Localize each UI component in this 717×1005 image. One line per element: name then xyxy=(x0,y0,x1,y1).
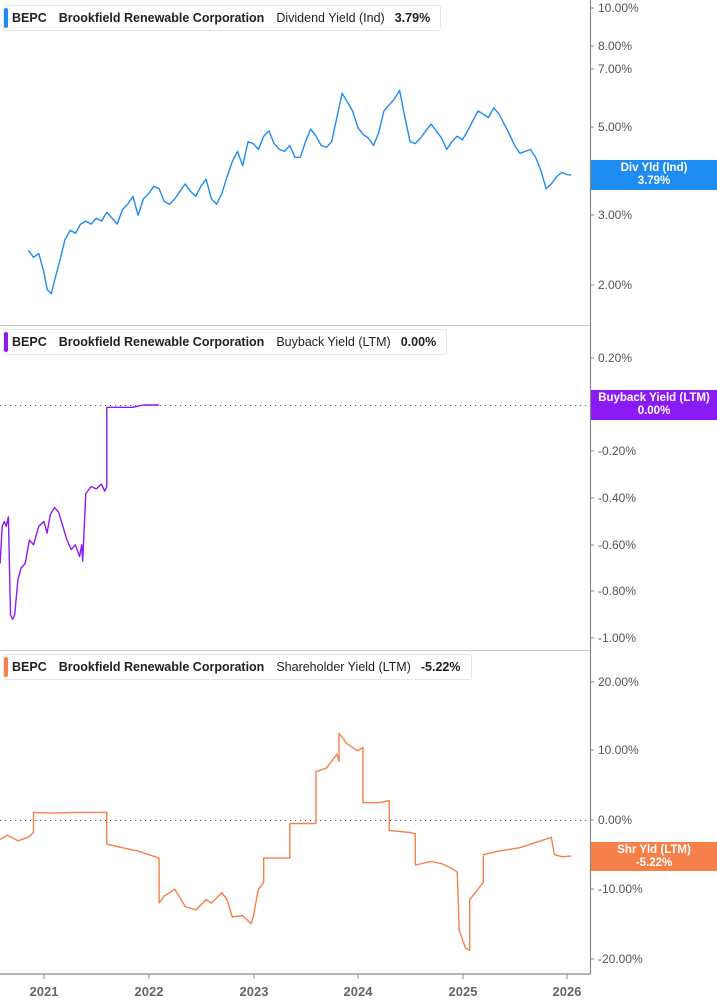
legend-buyback[interactable]: BEPC Brookfield Renewable Corporation Bu… xyxy=(3,329,448,355)
x-tick-label: 2026 xyxy=(552,984,582,999)
y-tick-label: 7.00% xyxy=(598,62,633,76)
series-color-swatch xyxy=(4,657,8,677)
y-tick-label: 0.00% xyxy=(598,813,633,827)
legend-dividend[interactable]: BEPC Brookfield Renewable Corporation Di… xyxy=(3,5,442,31)
legend-ticker: BEPC xyxy=(12,660,47,674)
legend-company: Brookfield Renewable Corporation xyxy=(58,11,265,25)
legend-company: Brookfield Renewable Corporation xyxy=(58,660,265,674)
y-tick-label: 3.00% xyxy=(598,208,633,222)
y-tick-label: 0.20% xyxy=(598,351,633,365)
y-tick-label: -1.00% xyxy=(598,631,637,645)
y-tick-label: -20.00% xyxy=(598,952,643,966)
y-tick-label: 2.00% xyxy=(598,278,633,292)
legend-value: 0.00% xyxy=(400,335,437,349)
y-tick-label: -10.00% xyxy=(598,882,643,896)
legend-metric: Dividend Yield (Ind) xyxy=(276,11,385,25)
shareholder-value-tag: Shr Yld (LTM) -5.22% xyxy=(591,842,717,871)
legend-value: 3.79% xyxy=(394,11,431,25)
shareholder-yield-line xyxy=(0,732,572,951)
legend-value: -5.22% xyxy=(420,660,461,674)
legend-metric: Shareholder Yield (LTM) xyxy=(276,660,411,674)
legend-company: Brookfield Renewable Corporation xyxy=(58,335,265,349)
y-tick-label: -0.40% xyxy=(598,491,637,505)
legend-shareholder[interactable]: BEPC Brookfield Renewable Corporation Sh… xyxy=(3,654,472,680)
legend-ticker: BEPC xyxy=(12,11,47,25)
y-tick-label: 20.00% xyxy=(598,675,639,689)
x-tick-label: 2021 xyxy=(29,984,59,999)
series-color-swatch xyxy=(4,332,8,352)
y-tick-label: 5.00% xyxy=(598,120,633,134)
x-tick-label: 2023 xyxy=(239,984,269,999)
tag-value: 3.79% xyxy=(637,175,671,187)
tag-label: Buyback Yield (LTM) xyxy=(598,392,710,404)
x-tick-label: 2025 xyxy=(448,984,478,999)
legend-metric: Buyback Yield (LTM) xyxy=(276,335,391,349)
series-color-swatch xyxy=(4,8,8,28)
y-tick-label: 8.00% xyxy=(598,39,633,53)
y-axis-ticks xyxy=(590,7,594,960)
x-tick-label: 2022 xyxy=(134,984,164,999)
y-tick-label: -0.80% xyxy=(598,584,637,598)
dividend-yield-line xyxy=(27,89,572,295)
buyback-yield-line xyxy=(0,404,160,621)
y-tick-label: -0.60% xyxy=(598,538,637,552)
tag-value: -5.22% xyxy=(635,856,673,869)
y-tick-label: 10.00% xyxy=(598,1,639,15)
x-axis-ticks xyxy=(43,974,568,979)
tag-label: Div Yld (Ind) xyxy=(620,162,688,174)
tag-label: Shr Yld (LTM) xyxy=(617,843,691,856)
y-tick-label: -0.20% xyxy=(598,444,637,458)
dividend-value-tag: Div Yld (Ind) 3.79% xyxy=(591,160,717,190)
y-tick-label: 10.00% xyxy=(598,743,639,757)
legend-ticker: BEPC xyxy=(12,335,47,349)
x-tick-label: 2024 xyxy=(343,984,373,999)
buyback-value-tag: Buyback Yield (LTM) 0.00% xyxy=(591,390,717,420)
tag-value: 0.00% xyxy=(637,405,671,417)
